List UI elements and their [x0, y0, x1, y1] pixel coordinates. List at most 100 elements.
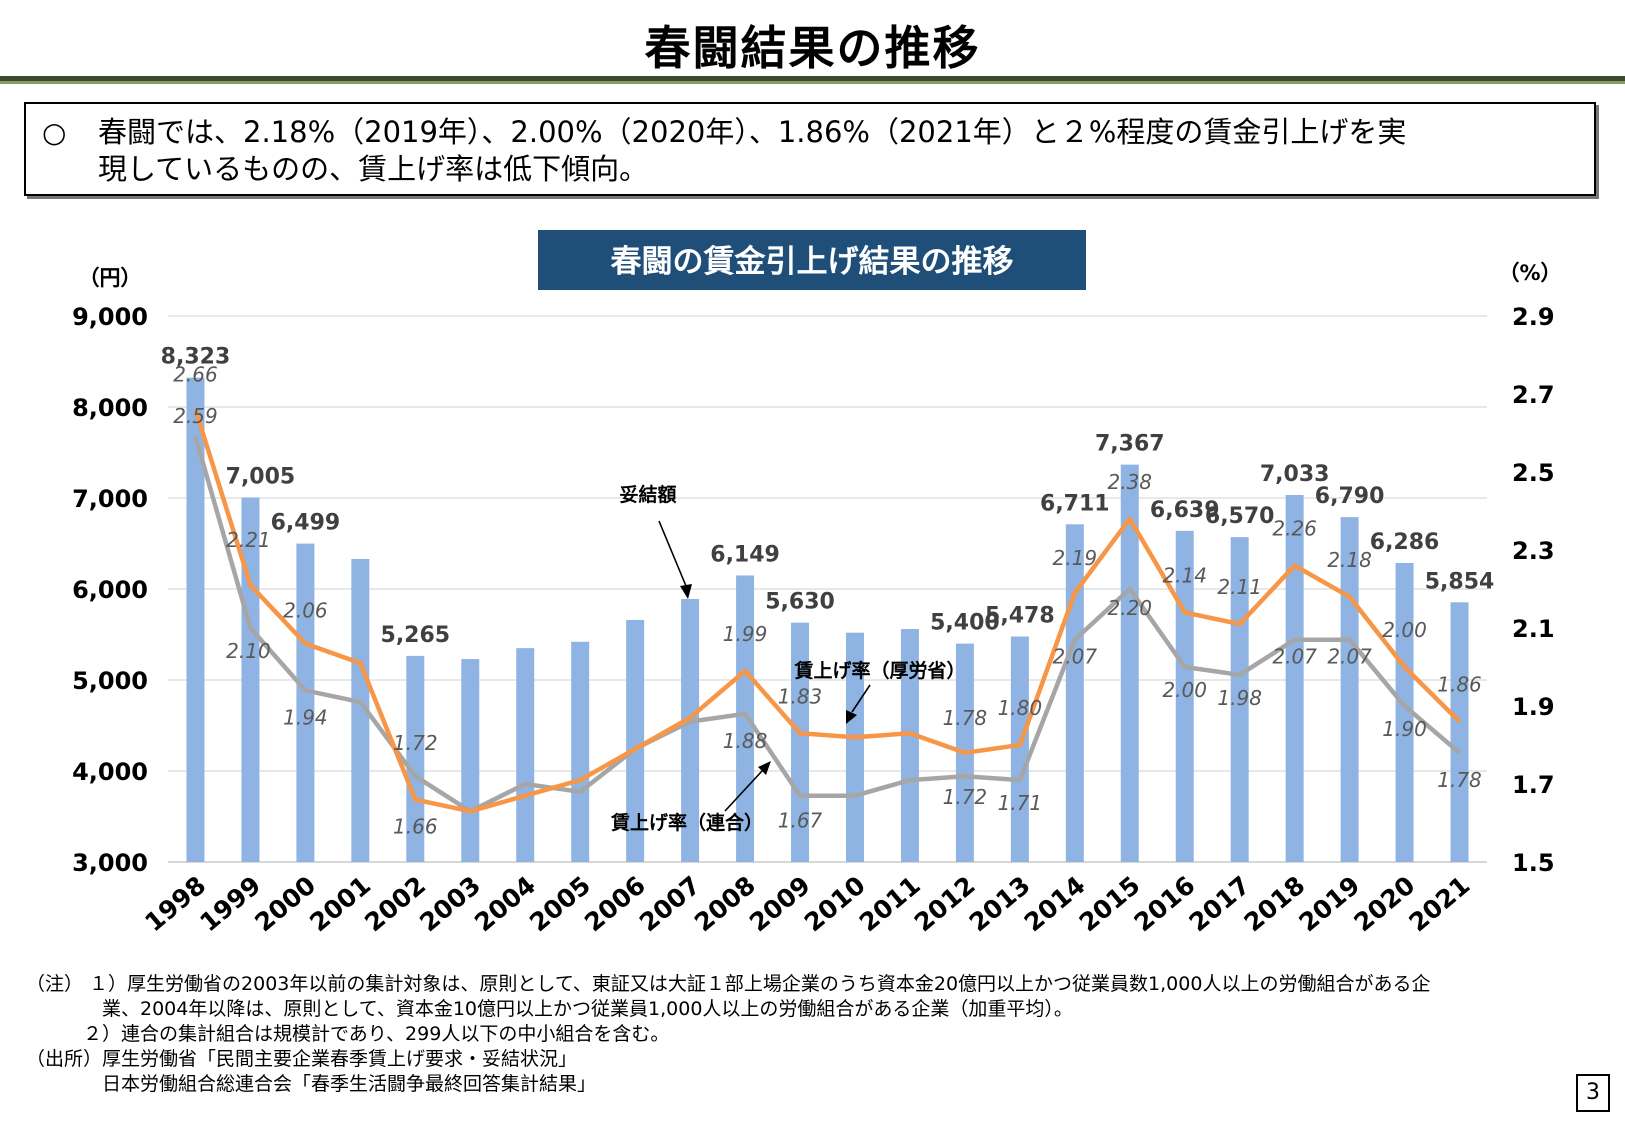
rate-label-rengo: 1.98 [1217, 686, 1262, 710]
y-tick-label-left: 3,000 [72, 849, 148, 877]
rate-label-mhlw: 1.99 [723, 622, 768, 646]
annotations: 妥結額 賃上げ率（厚労省） 賃上げ率（連合） [610, 483, 966, 834]
x-tick-label: 2016 [1129, 870, 1201, 937]
y-tick-label-right: 1.5 [1512, 849, 1555, 877]
x-tick-label: 2019 [1294, 870, 1366, 937]
rate-label-rengo: 2.07 [1053, 645, 1098, 669]
bar [406, 655, 425, 862]
summary-bullet: ○ [42, 116, 67, 149]
rate-label-rengo: 2.00 [1162, 678, 1207, 702]
rate-label-rengo: 1.72 [943, 785, 988, 809]
y-tick-label-left: 8,000 [72, 394, 148, 422]
x-tick-label: 1998 [139, 870, 211, 937]
bar [516, 648, 535, 862]
x-tick-label: 2018 [1239, 870, 1311, 937]
rate-label-mhlw: 1.86 [1437, 673, 1482, 697]
rate-label-rengo: 1.88 [723, 729, 768, 753]
note-line-1: （注） １）厚生労働省の2003年以前の集計対象は、原則として、東証又は大証１部… [26, 973, 1431, 995]
bar [1065, 524, 1084, 862]
annotation-rate-mhlw: 賃上げ率（厚労省） [793, 659, 965, 682]
x-tick-label: 2008 [689, 870, 761, 937]
rate-label-rengo: 1.71 [998, 791, 1043, 815]
y-tick-label-right: 2.9 [1512, 303, 1555, 331]
source-line-1: （出所）厚生労働省「民間主要企業春季賃上げ要求・妥結状況」 [26, 1048, 578, 1070]
rate-label-mhlw: 2.11 [1217, 575, 1262, 599]
bar-value-label: 7,367 [1095, 432, 1165, 457]
y-tick-label-right: 2.7 [1512, 381, 1555, 409]
annotation-settlement-amount: 妥結額 [619, 483, 676, 506]
x-tick-label: 2020 [1348, 870, 1420, 937]
data-labels: 8,323 7,005 6,499 5,265 6,149 5,630 5,4005,478… [161, 345, 1495, 839]
bars-settlement-amount [186, 377, 1469, 862]
bar [1010, 636, 1029, 862]
rate-label-rengo: 2.59 [173, 404, 218, 428]
rate-label-mhlw: 1.80 [998, 696, 1043, 720]
bar [1395, 562, 1414, 862]
y-axis-right-unit: （%） [1498, 261, 1561, 285]
line-rate-mhlw [193, 408, 1462, 814]
bar [900, 629, 919, 862]
rate-label-rengo: 2.07 [1272, 645, 1317, 669]
bar [241, 497, 260, 862]
y-tick-label-left: 6,000 [72, 576, 148, 604]
bar-value-label: 6,286 [1370, 530, 1440, 555]
x-tick-label: 2001 [304, 870, 376, 937]
arrow-head-rate-rengo [758, 761, 771, 775]
rate-label-rengo: 1.94 [283, 705, 328, 729]
bar [1120, 464, 1139, 862]
bar-value-label: 5,854 [1425, 569, 1495, 594]
bar-value-label: 5,400 [930, 611, 1000, 636]
bar-value-label: 6,499 [271, 511, 341, 536]
wage-increase-chart: 8,323 7,005 6,499 5,265 6,149 5,630 5,4005,478… [72, 230, 1562, 937]
bar [681, 599, 700, 862]
bar [626, 619, 645, 862]
x-tick-label: 2009 [744, 870, 816, 937]
x-tick-label: 2005 [524, 870, 596, 937]
source-line-2: 日本労働組合総連合会「春季生活闘争最終回答集計結果」 [26, 1073, 597, 1095]
y-tick-label-right: 1.7 [1512, 771, 1555, 799]
bar-value-label: 7,033 [1260, 462, 1330, 487]
summary-line-1: 春闘では、2.18%（2019年）、2.00%（2020年）、1.86%（202… [98, 115, 1407, 149]
note-line-3: ２）連合の集計組合は規模計であり、299人以下の中小組合を含む。 [26, 1023, 670, 1045]
bar [736, 575, 755, 862]
summary-text: 春闘では、2.18%（2019年）、2.00%（2020年）、1.86%（202… [98, 114, 1578, 188]
rate-label-mhlw: 2.21 [226, 528, 271, 552]
notes: （注） １）厚生労働省の2003年以前の集計対象は、原則として、東証又は大証１部… [26, 972, 1546, 1097]
note-line-2: 業、2004年以降は、原則として、資本金10億円以上かつ従業員1,000人以上の… [26, 998, 1073, 1020]
x-tick-label: 2010 [799, 870, 871, 937]
rate-label-rengo: 1.78 [1437, 768, 1482, 792]
rate-label-mhlw: 1.83 [778, 684, 823, 708]
page-number: 3 [1576, 1074, 1610, 1112]
x-tick-label: 2004 [469, 870, 541, 937]
bar [186, 377, 205, 862]
x-tick-label: 2015 [1074, 870, 1146, 937]
gridlines [168, 315, 1487, 863]
rate-label-mhlw: 2.06 [283, 599, 328, 623]
y-tick-label-right: 1.9 [1512, 693, 1555, 721]
rate-label-rengo: 1.72 [393, 731, 438, 755]
bar [571, 641, 590, 862]
rate-label-mhlw: 1.66 [393, 815, 438, 839]
x-tick-label: 2006 [579, 870, 651, 937]
bar-value-label: 6,711 [1040, 491, 1110, 516]
bar-value-label: 6,570 [1205, 504, 1275, 529]
rate-label-rengo: 1.67 [778, 809, 823, 833]
title-rule-accent [0, 81, 1625, 84]
x-tick-label: 2014 [1019, 870, 1091, 937]
bar-value-label: 8,323 [161, 345, 231, 370]
bar [351, 558, 370, 862]
arrow-head-rate-mhlw [846, 710, 857, 724]
rate-label-mhlw: 2.00 [1382, 618, 1427, 642]
chart-title-background [538, 230, 1086, 290]
x-tick-label: 2012 [909, 870, 981, 937]
rate-label-mhlw: 2.26 [1272, 517, 1317, 541]
y-tick-label-left: 9,000 [72, 303, 148, 331]
x-tick-label: 2013 [964, 870, 1036, 937]
x-tick-label: 2000 [249, 870, 321, 937]
y-tick-label-right: 2.3 [1512, 537, 1555, 565]
y-tick-label-right: 2.1 [1512, 615, 1555, 643]
x-tick-label: 2021 [1403, 870, 1475, 937]
annotation-rate-rengo: 賃上げ率（連合） [610, 811, 763, 834]
x-tick-label: 2017 [1184, 870, 1256, 937]
bar-value-label: 7,005 [226, 465, 296, 490]
